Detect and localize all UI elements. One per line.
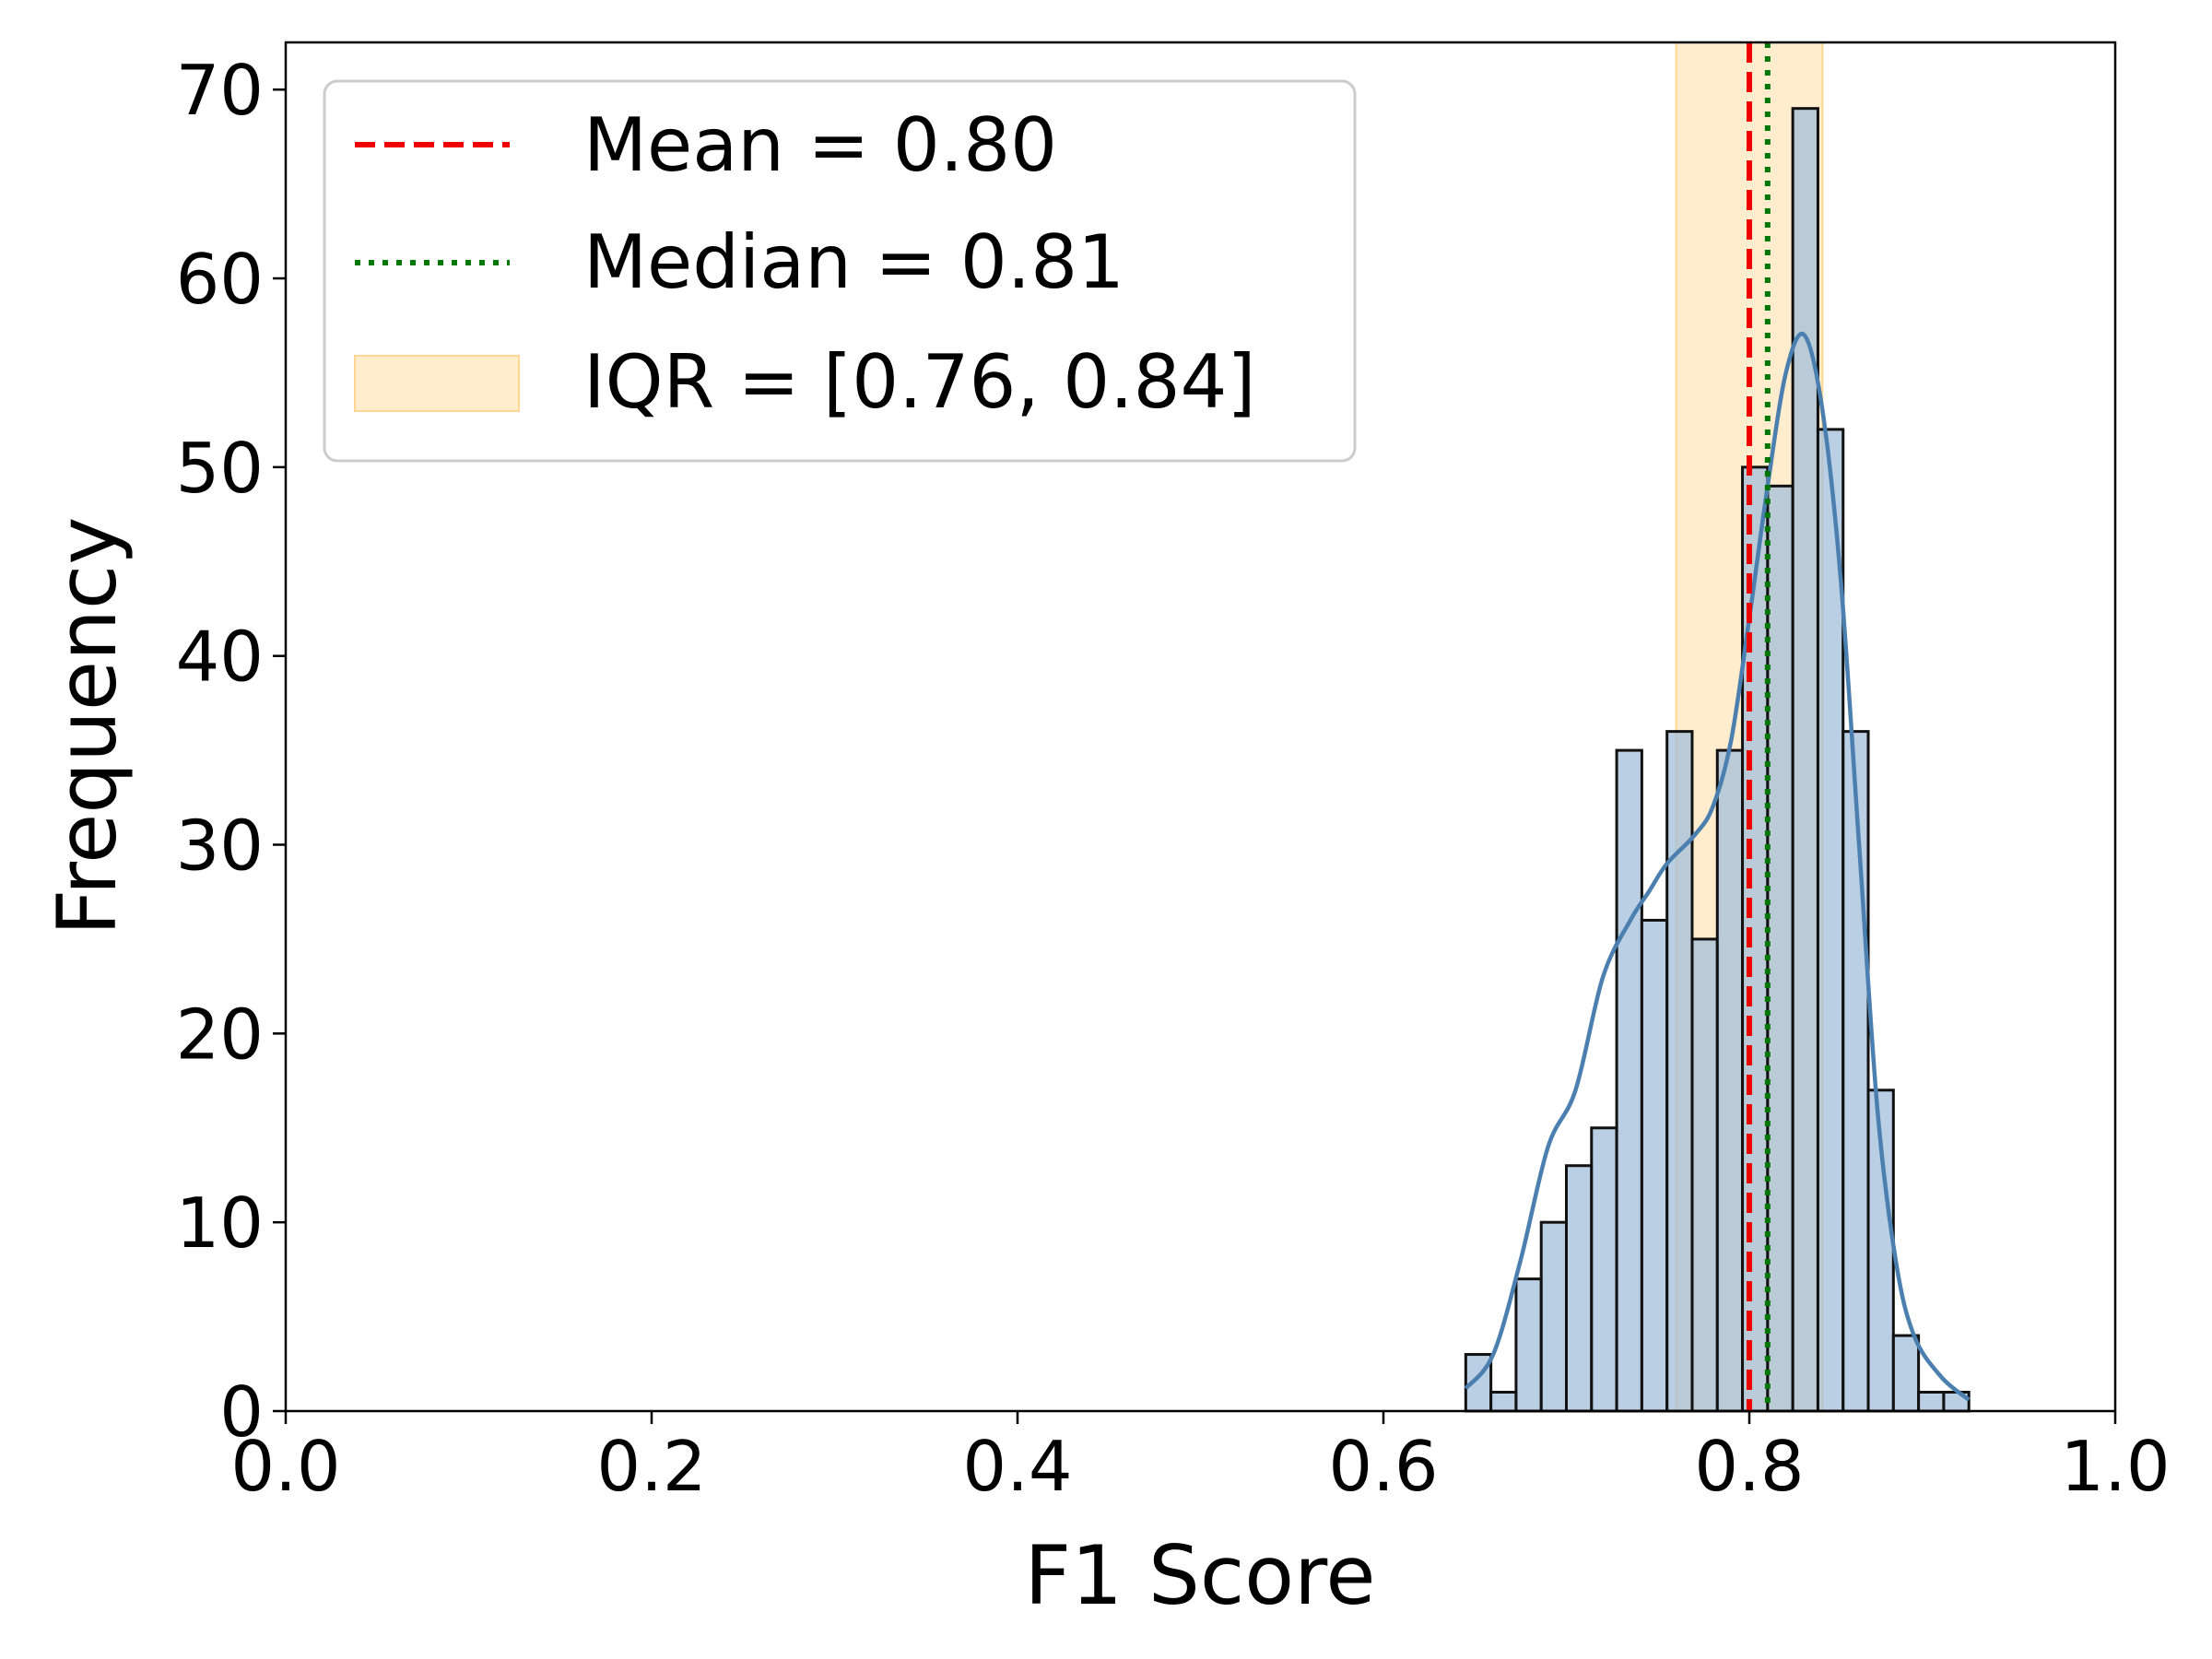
y-axis-label: Frequency [40, 517, 135, 936]
histogram-bar [1489, 1391, 1518, 1413]
x-tick-label: 0.6 [1328, 1426, 1438, 1507]
y-tick-label: 0 [219, 1371, 264, 1453]
histogram-bar [1590, 1126, 1618, 1413]
histogram-bar [1841, 730, 1870, 1413]
histogram-bar [1640, 918, 1669, 1413]
y-tick-label: 40 [176, 617, 264, 698]
histogram-bar [1539, 1220, 1569, 1413]
histogram-bar [1766, 484, 1794, 1413]
x-axis-label: F1 Score [1024, 1528, 1375, 1623]
legend-label-mean: Mean = 0.80 [583, 102, 1057, 188]
legend: Mean = 0.80 Median = 0.81 IQR = [0.76, 0… [323, 79, 1357, 463]
histogram-bar [1741, 465, 1770, 1413]
x-tick-label: 0.8 [1694, 1426, 1804, 1507]
legend-label-iqr: IQR = [0.76, 0.84] [583, 339, 1256, 425]
histogram-bar [1615, 748, 1643, 1413]
legend-label-median: Median = 0.81 [583, 219, 1124, 305]
plot-area-frame [284, 41, 2117, 1413]
legend-handle-iqr [354, 355, 520, 412]
histogram-bar [1917, 1391, 1946, 1413]
kde-curve [1464, 331, 1971, 1402]
legend-box [323, 79, 1357, 463]
histogram-bar [1715, 748, 1745, 1413]
y-tick-label: 60 [176, 239, 264, 320]
histogram-bar [1690, 937, 1719, 1413]
y-tick-label: 10 [176, 1182, 264, 1264]
y-tick-label: 30 [176, 806, 264, 887]
histogram-bar [1565, 1164, 1594, 1413]
histogram-bar [1514, 1277, 1543, 1413]
y-tick-label: 70 [176, 50, 264, 131]
x-tick-label: 0.2 [596, 1426, 706, 1507]
x-tick-label: 0.4 [962, 1426, 1072, 1507]
histogram-bar [1665, 730, 1694, 1413]
histogram-bar [1791, 107, 1819, 1413]
x-tick-label: 0.0 [230, 1426, 340, 1507]
y-tick-label: 50 [176, 428, 264, 509]
histogram-bar [1891, 1334, 1921, 1413]
y-tick-label: 20 [176, 994, 264, 1075]
x-tick-label: 1.0 [2060, 1426, 2170, 1507]
